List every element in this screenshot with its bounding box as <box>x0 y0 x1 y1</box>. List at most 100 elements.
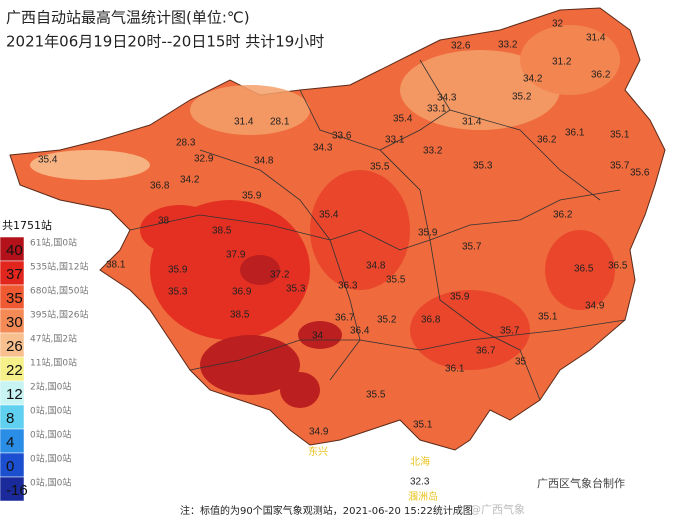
station-value: 34.2 <box>523 74 543 85</box>
station-value: 34 <box>312 331 324 342</box>
legend-count: 0站,国0站 <box>30 477 71 489</box>
station-value: 35.6 <box>630 168 650 179</box>
station-value: 36.5 <box>574 264 594 275</box>
station-value: 36.8 <box>421 315 441 326</box>
station-value: 32 <box>552 19 564 30</box>
station-value: 32.3 <box>410 477 430 488</box>
station-value: 32.6 <box>451 41 471 52</box>
station-value: 36.7 <box>335 313 355 324</box>
legend-threshold: 35 <box>6 290 23 307</box>
legend-count: 11站,国0站 <box>30 357 77 369</box>
station-value: 35.1 <box>610 130 630 141</box>
legend-swatch <box>0 308 25 334</box>
station-value: 28.1 <box>270 117 290 128</box>
station-value: 35.4 <box>319 210 339 221</box>
legend-count: 0站,国0站 <box>30 453 71 465</box>
legend-threshold: 37 <box>6 266 23 283</box>
station-value: 35.4 <box>38 155 58 166</box>
station-value: 34.2 <box>180 175 200 186</box>
legend-threshold: 22 <box>6 362 23 379</box>
station-value: 34.3 <box>437 93 457 104</box>
station-value: 36.9 <box>232 287 252 298</box>
station-value: 35.5 <box>386 275 406 286</box>
station-value: 35.2 <box>377 315 397 326</box>
legend-threshold: 30 <box>6 314 23 331</box>
station-value: 35.9 <box>450 292 470 303</box>
station-value: 35.9 <box>242 191 262 202</box>
station-value: 36.2 <box>553 210 573 221</box>
legend-count: 47站,国2站 <box>30 333 77 345</box>
station-value: 38.1 <box>106 260 126 271</box>
station-value: 35.2 <box>512 92 532 103</box>
station-value: 34.8 <box>366 261 386 272</box>
station-value: 33.6 <box>332 131 352 142</box>
legend-count: 0站,国0站 <box>30 429 71 441</box>
station-value: 31.4 <box>462 117 482 128</box>
credit: 广西区气象台制作 <box>537 476 625 490</box>
station-value: 31.2 <box>552 57 572 68</box>
station-value: 33.1 <box>385 135 405 146</box>
legend-threshold: 4 <box>6 434 14 451</box>
legend-swatch <box>0 380 25 406</box>
station-value: 31.4 <box>586 33 606 44</box>
legend-swatch <box>0 260 25 286</box>
legend-threshold: 26 <box>6 338 23 355</box>
station-value: 36.2 <box>537 135 557 146</box>
district-borders <box>129 59 626 401</box>
legend-threshold: 12 <box>6 386 23 403</box>
station-value: 34.9 <box>309 427 329 438</box>
legend-threshold: 40 <box>6 242 23 259</box>
station-value: 35.3 <box>286 284 306 295</box>
station-value: 38 <box>158 216 170 227</box>
station-value: 32.9 <box>194 154 214 165</box>
station-value: 34.9 <box>585 301 605 312</box>
station-value: 35.3 <box>473 161 493 172</box>
legend-swatch <box>0 404 25 430</box>
legend-threshold: -16 <box>6 482 28 499</box>
station-value: 35.7 <box>462 242 482 253</box>
legend-total: 共1751站 <box>2 218 52 232</box>
title-line: 广西自动站最高气温统计图(单位:℃) <box>6 9 250 27</box>
station-value: 36.2 <box>591 70 611 81</box>
station-value: 34.3 <box>313 143 333 154</box>
legend-count: 61站,国0站 <box>30 237 77 249</box>
station-value: 36.7 <box>476 346 496 357</box>
place-name: 涠洲岛 <box>408 490 438 503</box>
station-value: 33.2 <box>498 40 518 51</box>
legend-threshold: 8 <box>6 410 14 427</box>
station-value: 38.5 <box>212 226 232 237</box>
legend-swatch <box>0 452 25 478</box>
legend-swatch <box>0 476 25 502</box>
legend-swatch <box>0 284 25 310</box>
legend-count: 395站,国26站 <box>30 309 89 321</box>
station-value: 36.8 <box>150 181 170 192</box>
legend-swatch <box>0 428 25 454</box>
station-value: 36.1 <box>445 364 465 375</box>
station-value: 36.3 <box>338 281 358 292</box>
station-value: 35.4 <box>393 114 413 125</box>
station-value: 35.5 <box>366 390 386 401</box>
station-value: 36.4 <box>350 326 370 337</box>
station-value: 35.1 <box>538 312 558 323</box>
watermark: @广西气象 <box>470 502 525 516</box>
place-name: 东兴 <box>308 445 328 458</box>
legend-threshold: 0 <box>6 458 14 475</box>
station-value: 35.5 <box>370 162 390 173</box>
station-labels: 35.4 33.6 31.4 28.1 28.3 32.9 34.8 34.3 34.2 36.8… <box>38 19 650 488</box>
station-value: 35.9 <box>168 265 188 276</box>
legend-count: 2站,国0站 <box>30 381 71 393</box>
legend: 共1751站 61站,国0站 535站,国12站 680站,国50站 395站,国26… <box>0 218 89 502</box>
legend-count: 0站,国0站 <box>30 405 71 417</box>
place-name: 北海 <box>410 455 430 468</box>
station-value: 33.2 <box>423 146 443 157</box>
station-value: 35.7 <box>500 326 520 337</box>
legend-swatch <box>0 356 25 382</box>
station-value: 37.2 <box>270 270 290 281</box>
station-value: 31.4 <box>234 117 254 128</box>
station-value: 35.9 <box>418 228 438 239</box>
station-value: 38.5 <box>230 310 250 321</box>
station-value: 35.7 <box>610 161 630 172</box>
station-value: 35.3 <box>168 287 188 298</box>
